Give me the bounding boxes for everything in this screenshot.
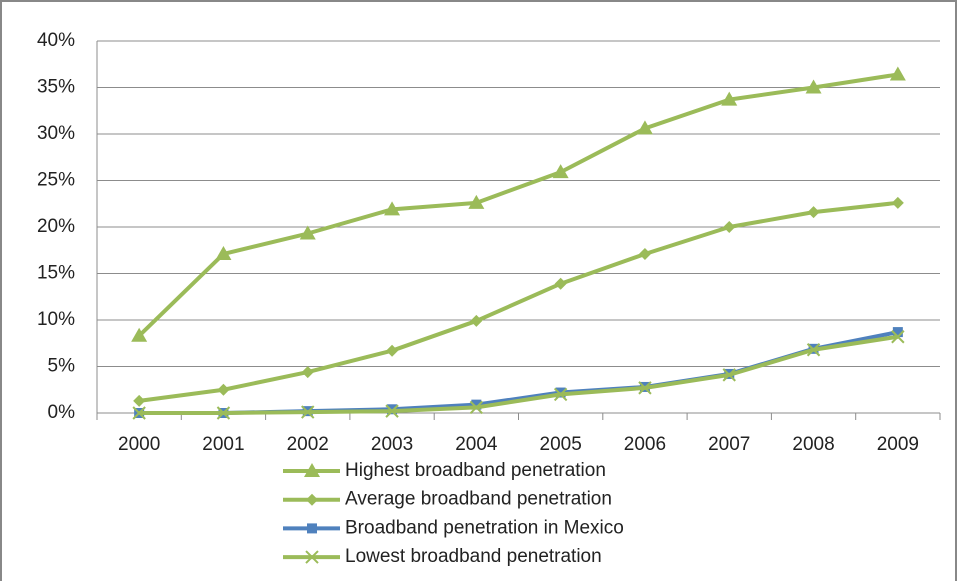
- marker: [384, 201, 401, 216]
- series-line: [138, 200, 899, 403]
- legend-label: Average broadband penetration: [345, 489, 612, 510]
- marker: [805, 79, 822, 94]
- marker: [636, 120, 653, 135]
- legend-marker: [306, 493, 318, 506]
- marker: [301, 405, 315, 419]
- marker: [299, 225, 316, 240]
- marker: [470, 314, 483, 327]
- x-tick-label: 2004: [455, 434, 498, 455]
- y-tick-label: 30%: [37, 123, 75, 144]
- y-tick-label: 0%: [48, 402, 76, 423]
- marker: [468, 194, 485, 209]
- legend-label: Lowest broadband penetration: [345, 546, 602, 567]
- marker: [131, 327, 148, 342]
- marker: [132, 406, 146, 420]
- marker: [215, 245, 232, 260]
- legend-marker: [307, 523, 317, 534]
- marker: [806, 343, 821, 357]
- marker: [889, 66, 906, 81]
- y-tick-label: 15%: [37, 263, 75, 284]
- y-tick-label: 10%: [37, 309, 75, 330]
- marker: [216, 406, 231, 420]
- x-tick-label: 2001: [202, 434, 244, 455]
- series-line: [137, 72, 899, 338]
- marker: [638, 381, 652, 395]
- y-tick-label: 40%: [37, 30, 75, 51]
- x-tick-label: 2009: [877, 434, 919, 455]
- marker: [301, 366, 314, 379]
- x-tick-label: 2008: [792, 434, 834, 455]
- legend-label: Broadband penetration in Mexico: [345, 517, 624, 538]
- y-tick-label: 35%: [37, 77, 75, 98]
- marker: [469, 400, 484, 415]
- marker: [554, 277, 567, 290]
- legend-label: Highest broadband penetration: [345, 460, 606, 481]
- marker: [892, 327, 903, 338]
- marker: [133, 394, 146, 407]
- marker: [891, 330, 905, 344]
- series-line: [139, 334, 899, 415]
- marker: [386, 344, 399, 357]
- y-tick-label: 25%: [37, 170, 75, 191]
- x-tick-label: 2005: [540, 434, 582, 455]
- marker: [553, 387, 568, 402]
- marker: [552, 164, 569, 179]
- marker: [722, 368, 736, 382]
- marker: [891, 196, 904, 209]
- x-tick-label: 2007: [708, 434, 750, 455]
- y-tick-label: 5%: [48, 356, 76, 377]
- marker: [217, 383, 230, 396]
- x-tick-label: 2003: [371, 434, 413, 455]
- x-tick-label: 2006: [624, 434, 666, 455]
- marker: [638, 247, 651, 260]
- legend-marker: [304, 463, 320, 477]
- x-tick-label: 2000: [118, 434, 160, 455]
- marker: [471, 399, 482, 410]
- marker: [385, 404, 399, 418]
- marker: [721, 91, 738, 106]
- marker: [723, 221, 736, 233]
- marker: [807, 206, 820, 219]
- x-tick-label: 2002: [287, 434, 329, 455]
- legend-marker: [305, 550, 319, 564]
- y-tick-label: 20%: [37, 216, 75, 237]
